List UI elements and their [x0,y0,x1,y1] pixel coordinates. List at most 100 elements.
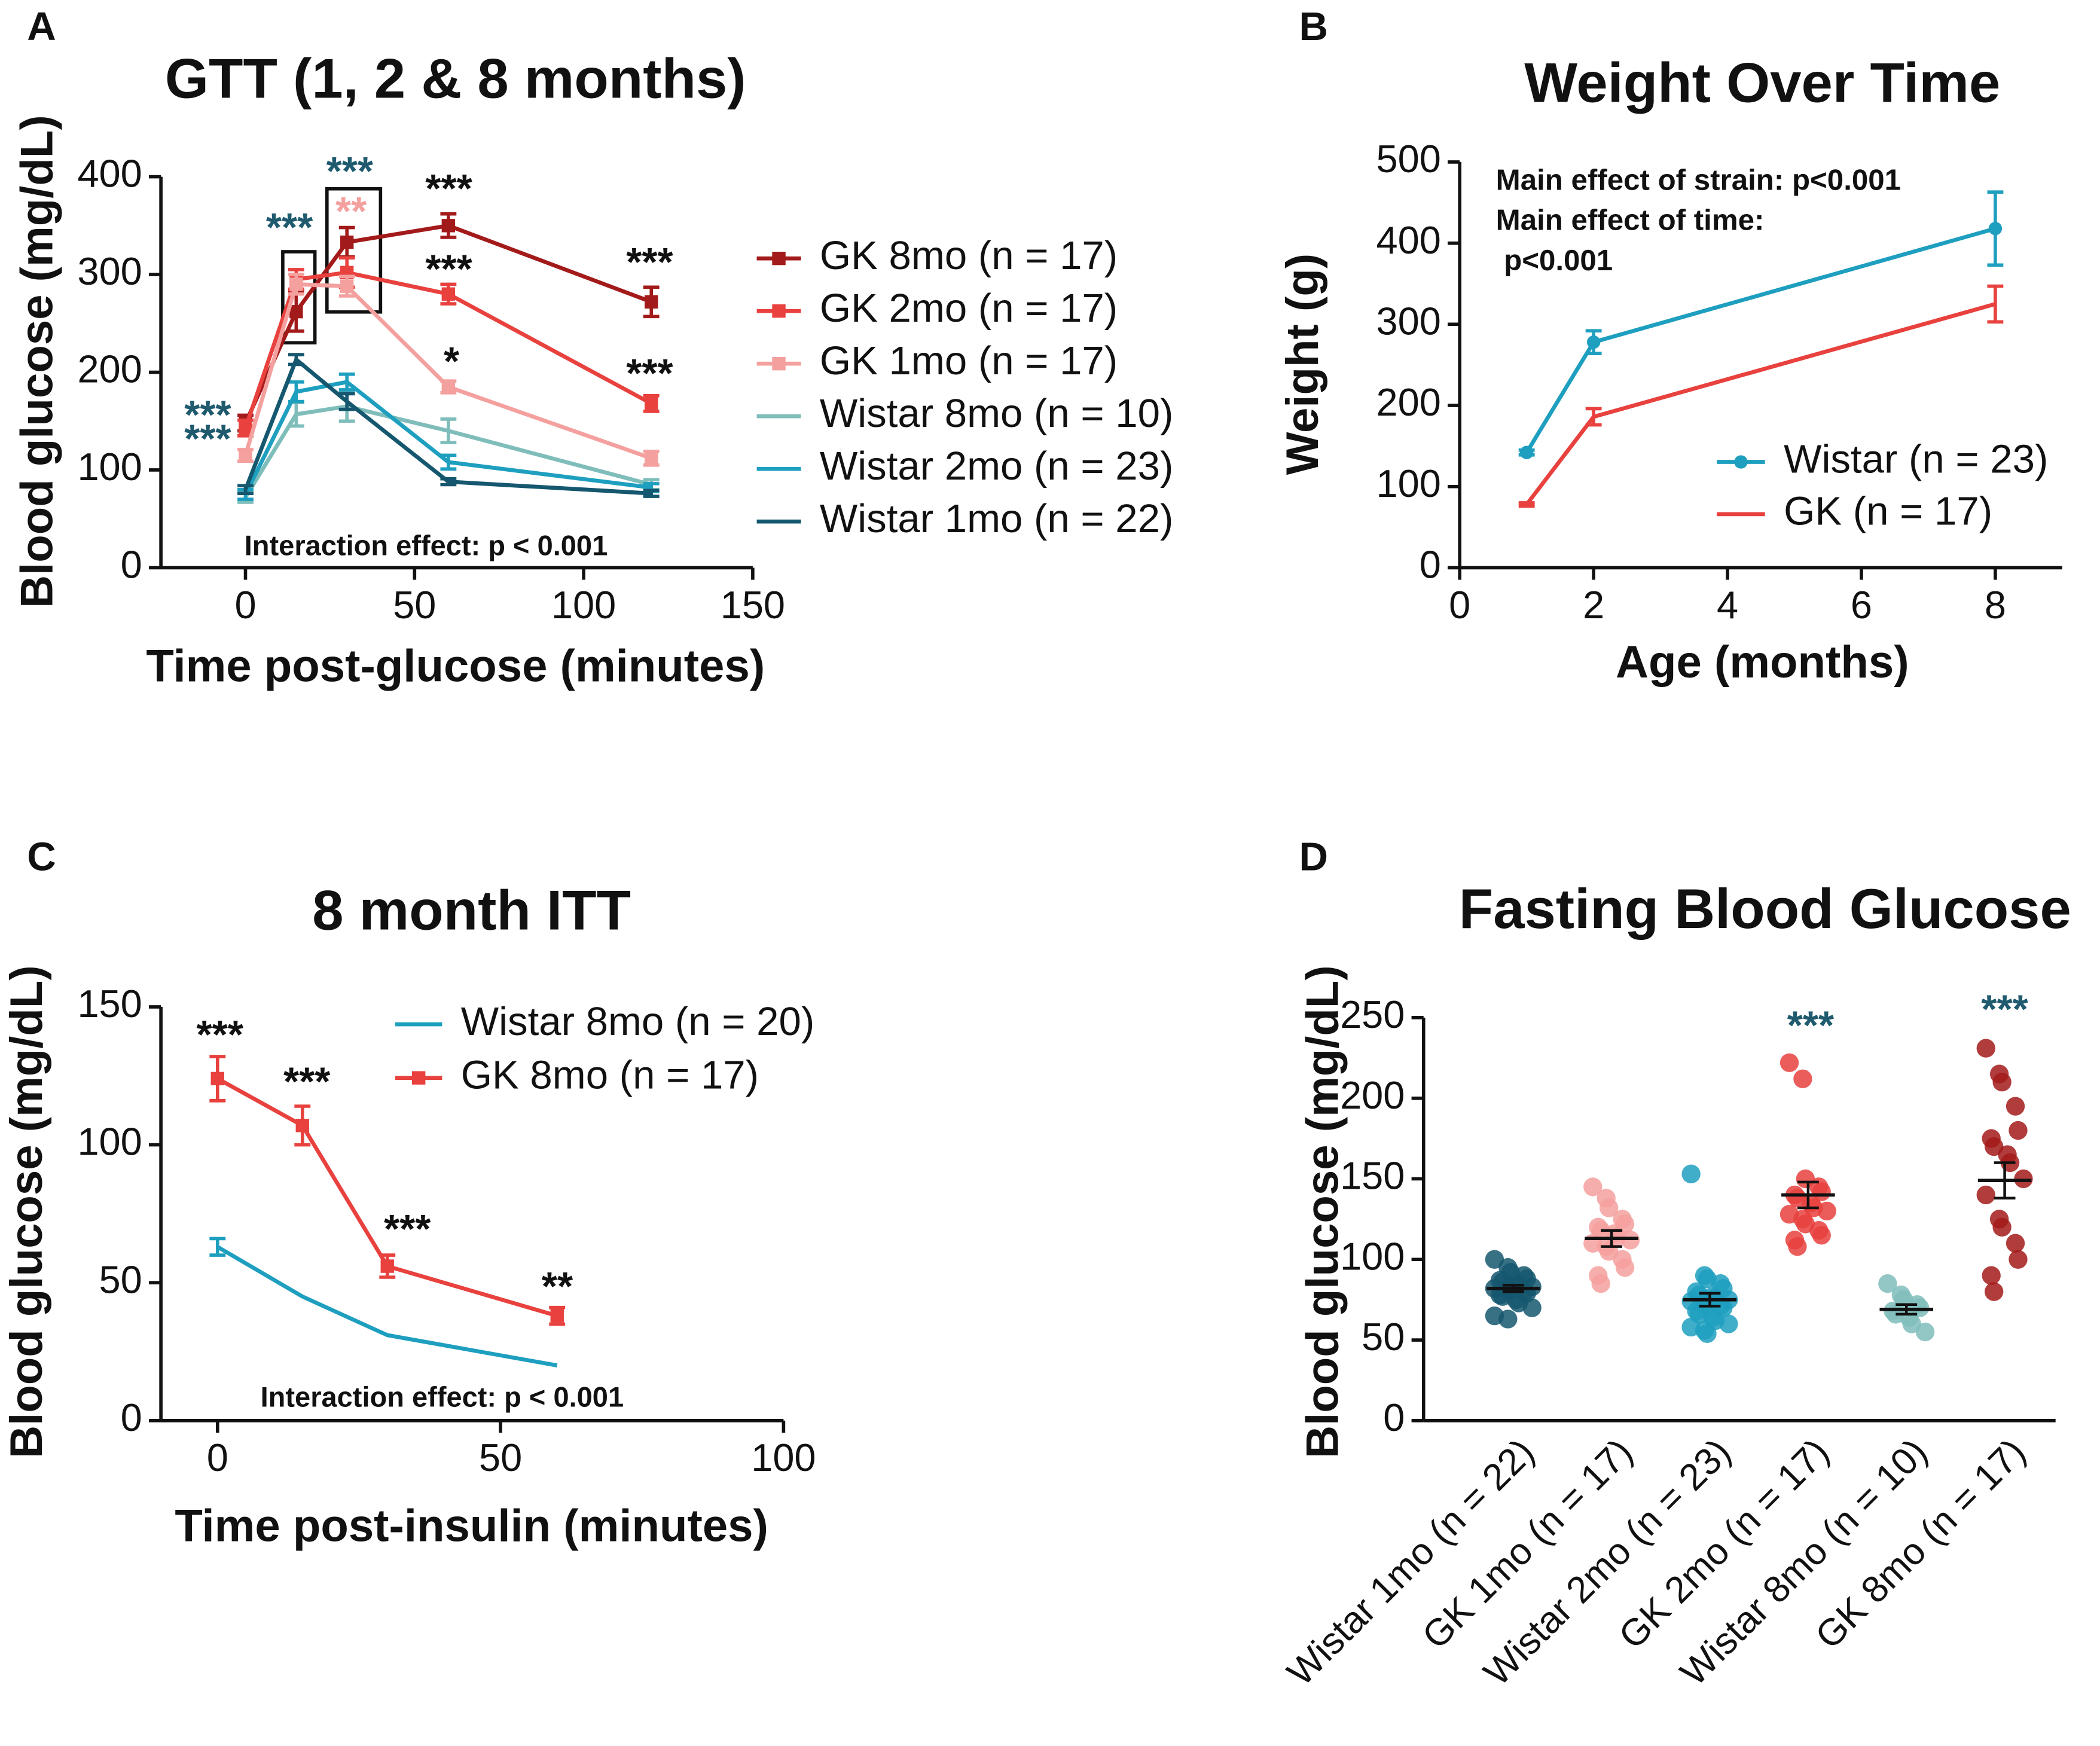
data-point [1976,1039,1995,1058]
legend-label: Wistar 1mo (n = 22) [820,496,1174,541]
data-point [645,396,658,411]
data-point [1719,1314,1738,1333]
y-tick-label: 0 [121,543,142,587]
annotation: * [444,339,460,384]
data-point [1779,1053,1799,1073]
legend-marker [411,1071,426,1085]
x-axis-label: Age (months) [1616,637,1909,688]
x-axis-label: Time post-glucose (minutes) [146,641,765,692]
error-bar [1994,1161,2016,1200]
y-tick-label: 100 [77,1120,142,1164]
error-bar [1987,284,2004,324]
y-tick-label: 200 [1340,1073,1405,1117]
data-point [441,380,456,394]
annotation: *** [384,1207,431,1251]
annotation: Interaction effect: p < 0.001 [245,529,608,561]
x-tick-label: 6 [1851,583,1872,627]
data-point [239,421,252,435]
y-tick-label: 100 [77,445,142,489]
y-axis-label: Weight (g) [1277,254,1328,475]
y-axis-label: Blood glucose (mg/dL) [12,115,63,608]
y-tick-label: 50 [1362,1315,1405,1359]
data-point [1992,1073,2012,1092]
error-bar [440,453,457,471]
error-bar [1896,1303,1918,1316]
legend-label: GK 8mo (n = 17) [820,233,1118,278]
error-bar [1502,1284,1524,1293]
y-tick-label: 0 [1383,1396,1405,1439]
y-tick-label: 300 [1376,300,1441,343]
annotation: *** [184,417,231,462]
data-point [1812,1226,1831,1245]
data-point [239,448,252,462]
data-point [340,235,354,249]
y-tick-label: 400 [77,152,142,196]
legend-label: GK 2mo (n = 17) [820,286,1118,331]
y-tick-label: 100 [1340,1234,1405,1278]
data-point [1698,1324,1717,1343]
y-tick-label: 300 [77,249,142,293]
data-point [441,219,456,233]
annotation: *** [626,240,673,285]
series-line [216,1245,558,1368]
data-point [1522,1298,1542,1317]
y-tick-label: 0 [1420,543,1441,587]
data-point [1591,1274,1610,1293]
panel-label: D [1299,834,1329,879]
y-tick-label: 50 [99,1257,142,1301]
error-bar [643,489,660,498]
panel-label: B [1299,4,1329,49]
x-tick-label: 0 [207,1436,228,1479]
data-point [2009,1121,2028,1140]
chart-title: Weight Over Time [1524,51,2000,114]
error-bar [1699,1292,1721,1308]
data-point [441,287,456,301]
x-tick-label: 4 [1717,583,1738,627]
data-point [1878,1274,1897,1293]
data-point [1788,1237,1807,1256]
data-point [1992,1217,2012,1237]
data-point [1586,335,1601,349]
legend-label: GK 8mo (n = 17) [461,1052,759,1097]
data-point [289,304,303,319]
legend-label: Wistar 8mo (n = 10) [820,391,1174,436]
data-point [1793,1069,1812,1088]
annotation: Main effect of time: [1496,204,1765,237]
annotation: p<0.001 [1504,244,1613,277]
annotation: *** [425,166,472,211]
error-bar [288,380,304,404]
y-axis-label: Blood glucose (mg/dL) [1,965,52,1458]
data-point [1817,1201,1836,1221]
legend-marker [1734,455,1748,469]
data-point [289,277,303,291]
annotation: ** [335,189,367,234]
y-tick-label: 250 [1340,993,1405,1036]
annotation: *** [626,351,673,396]
error-bar [237,484,254,496]
y-tick-label: 150 [77,982,142,1025]
error-bar [338,372,355,392]
x-tick-label: 2 [1583,583,1604,627]
legend-label: Wistar (n = 23) [1784,436,2048,481]
y-tick-label: 400 [1376,218,1441,262]
annotation: *** [326,149,374,194]
legend-marker [772,356,786,371]
legend-marker [772,251,786,265]
annotation: *** [1787,1003,1835,1048]
data-point [1985,1282,2004,1301]
data-point [645,295,658,309]
annotation: Main effect of strain: p<0.001 [1496,164,1901,197]
error-bar [440,477,457,487]
x-tick-label: 0 [234,583,256,627]
data-point [1915,1322,1935,1342]
chart-title: GTT (1, 2 & 8 months) [165,47,746,110]
data-point [380,1259,394,1273]
error-bar [1518,501,1535,508]
y-tick-label: 200 [77,347,142,391]
x-tick-label: 8 [1985,583,2006,627]
error-bar [209,1237,226,1257]
panel-label: A [27,4,56,49]
error-bar [288,353,304,367]
data-point [1988,222,2003,236]
